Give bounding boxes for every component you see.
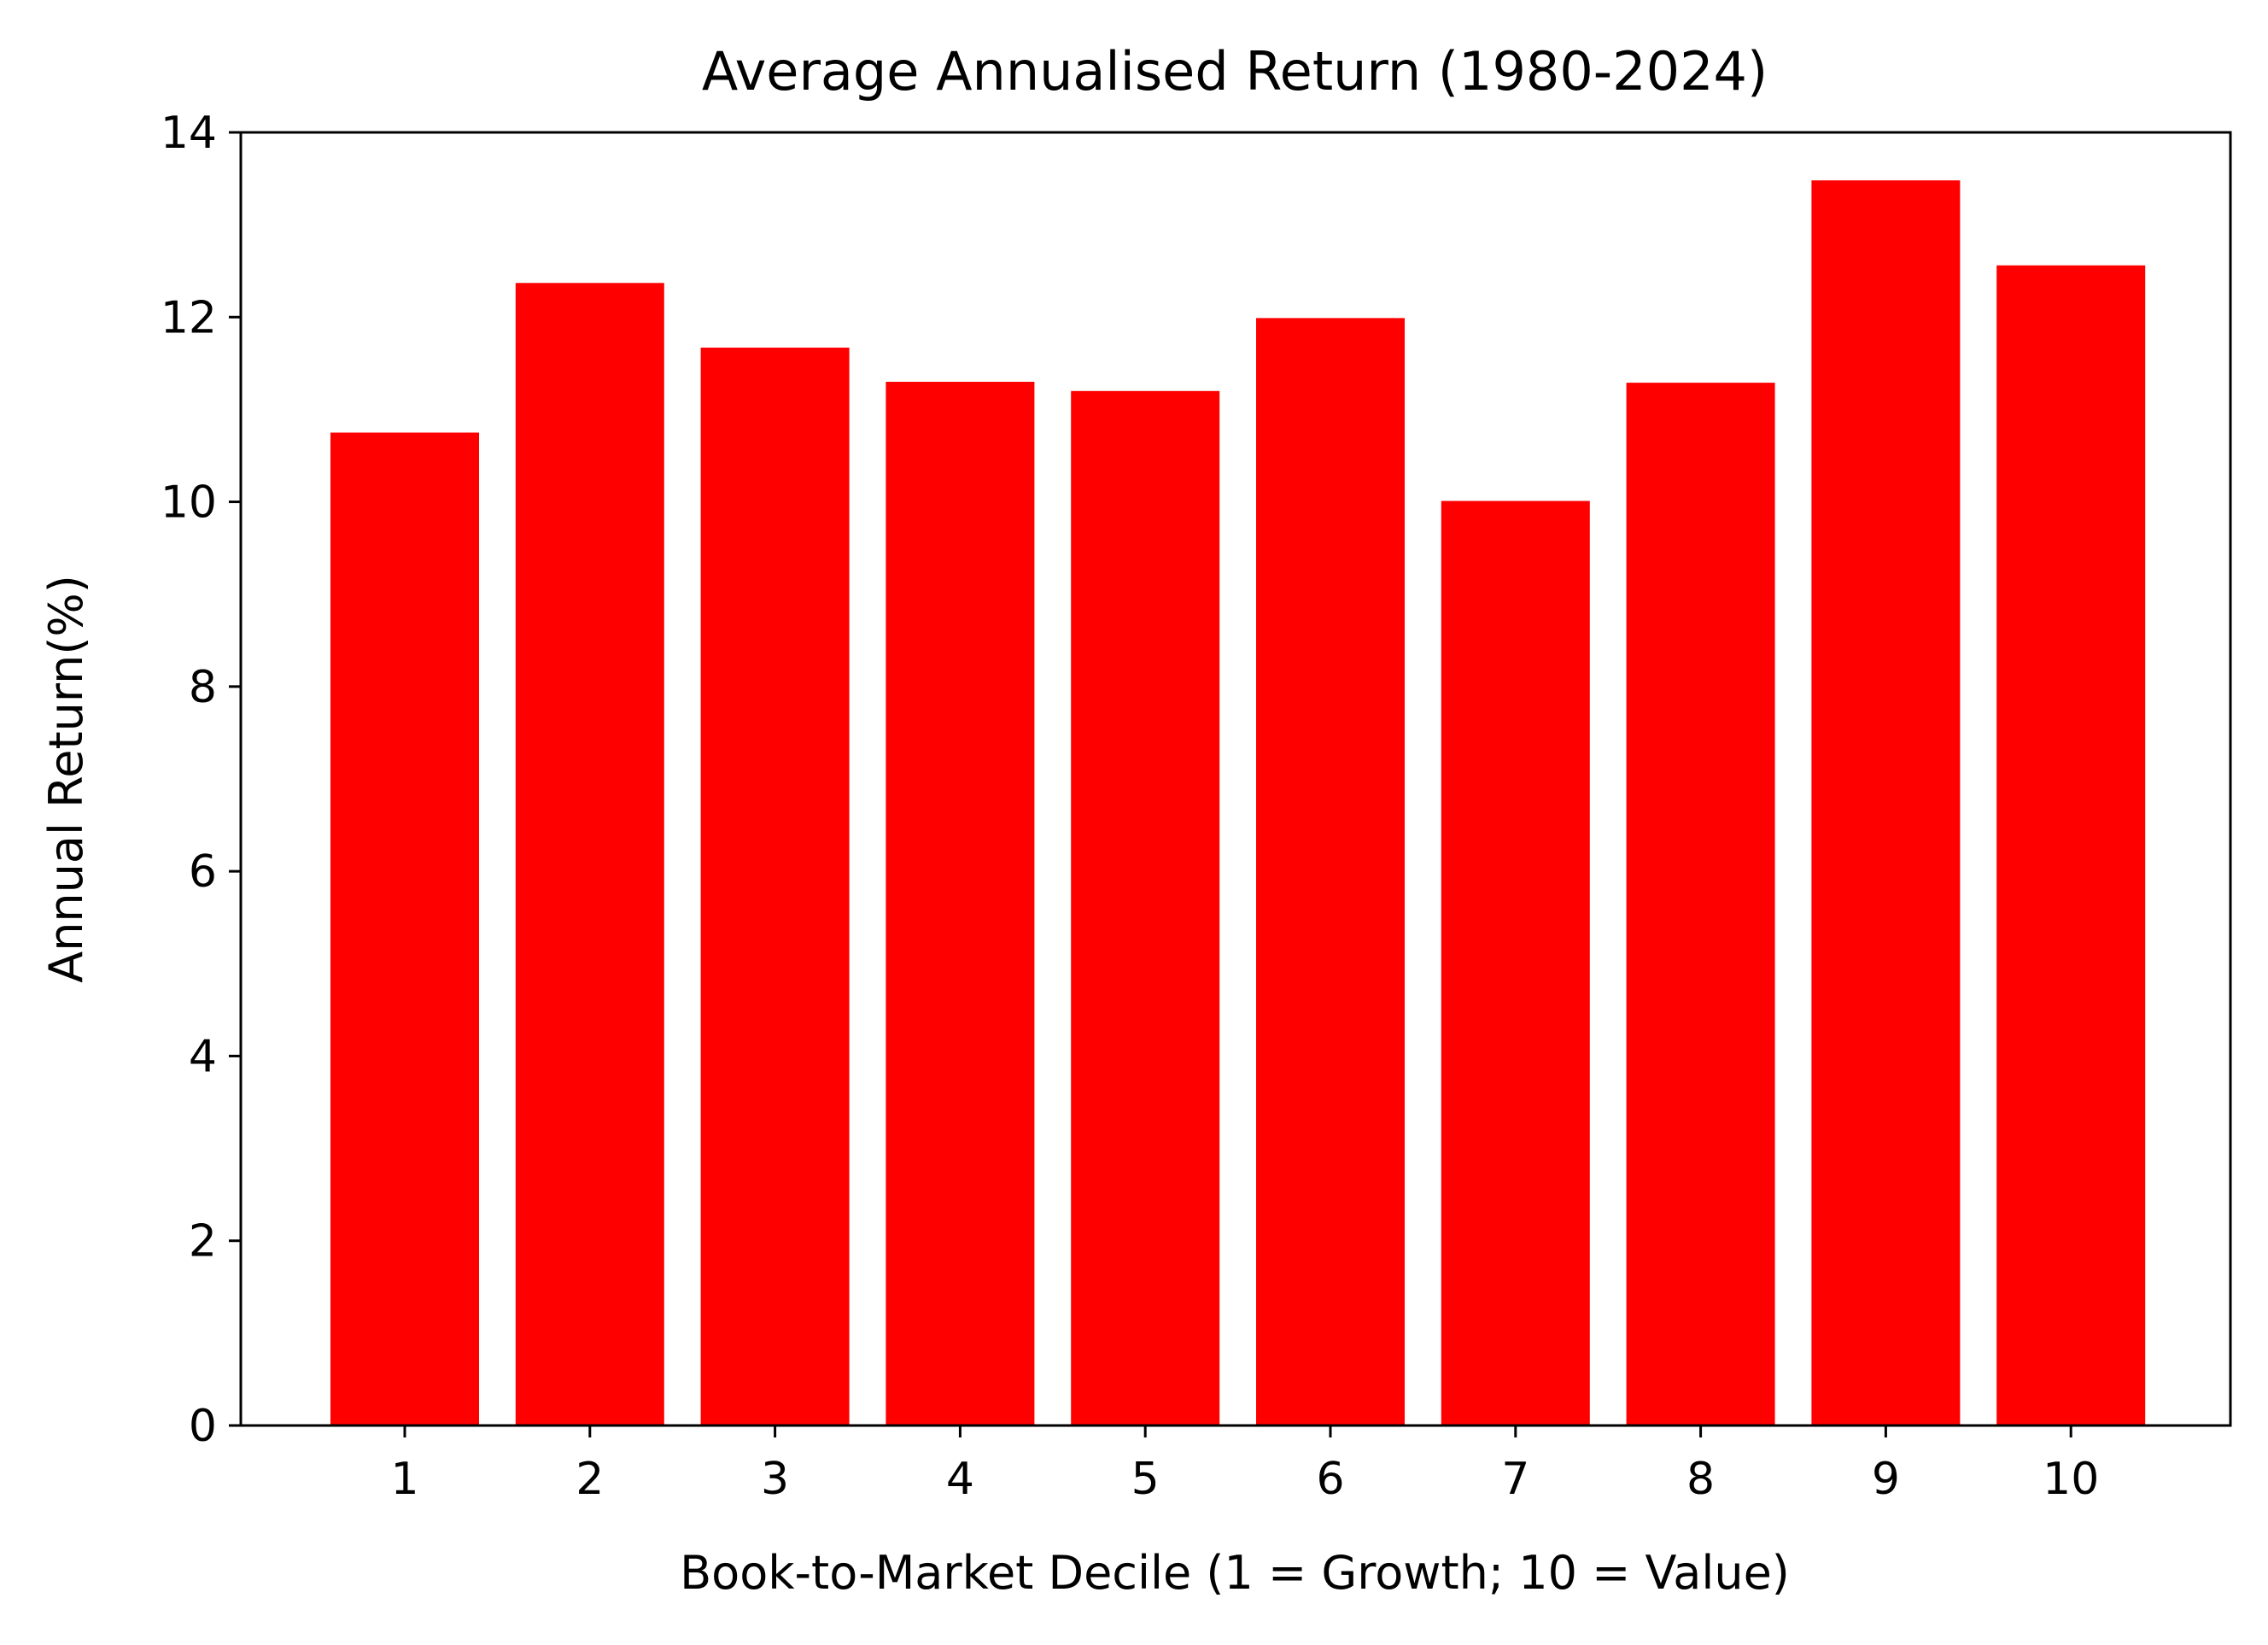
bar-decile-9 bbox=[1811, 180, 1961, 1426]
x-tick-label: 3 bbox=[761, 1454, 789, 1505]
y-axis-ticks: 0 2 4 6 8 10 12 14 bbox=[161, 108, 241, 1452]
bar-decile-7 bbox=[1441, 501, 1590, 1425]
chart-title: Average Annualised Return (1980-2024) bbox=[702, 40, 1768, 102]
bar-decile-1 bbox=[330, 432, 479, 1425]
x-tick-label: 6 bbox=[1316, 1454, 1344, 1505]
y-tick-label: 0 bbox=[189, 1401, 217, 1452]
y-tick-label: 8 bbox=[189, 662, 217, 713]
bar-decile-8 bbox=[1626, 383, 1775, 1426]
y-tick-label: 6 bbox=[189, 846, 217, 898]
bar-decile-2 bbox=[515, 283, 664, 1425]
bars-layer bbox=[330, 180, 2146, 1426]
bar-decile-10 bbox=[1996, 265, 2146, 1426]
x-tick-label: 2 bbox=[576, 1454, 604, 1505]
bar-decile-3 bbox=[700, 348, 850, 1425]
y-axis-label: Annual Return(%) bbox=[39, 575, 93, 983]
x-axis-ticks: 1 2 3 4 5 6 7 8 9 10 bbox=[390, 1425, 2099, 1505]
bar-decile-5 bbox=[1071, 390, 1220, 1425]
x-tick-label: 8 bbox=[1686, 1454, 1715, 1505]
y-tick-label: 10 bbox=[161, 477, 217, 529]
x-tick-label: 1 bbox=[390, 1454, 418, 1505]
x-tick-label: 5 bbox=[1131, 1454, 1160, 1505]
x-tick-label: 7 bbox=[1501, 1454, 1529, 1505]
bar-decile-6 bbox=[1256, 318, 1405, 1425]
y-tick-label: 4 bbox=[189, 1031, 217, 1082]
x-tick-label: 4 bbox=[946, 1454, 974, 1505]
x-tick-label: 10 bbox=[2043, 1454, 2099, 1505]
y-tick-label: 14 bbox=[161, 108, 217, 159]
plot-frame bbox=[239, 131, 2232, 1427]
x-tick-label: 9 bbox=[1872, 1454, 1900, 1505]
y-tick-label: 12 bbox=[161, 292, 217, 343]
y-tick-label: 2 bbox=[189, 1216, 217, 1267]
bar-decile-4 bbox=[886, 382, 1035, 1425]
x-axis-label: Book-to-Market Decile (1 = Growth; 10 = … bbox=[680, 1546, 1790, 1600]
